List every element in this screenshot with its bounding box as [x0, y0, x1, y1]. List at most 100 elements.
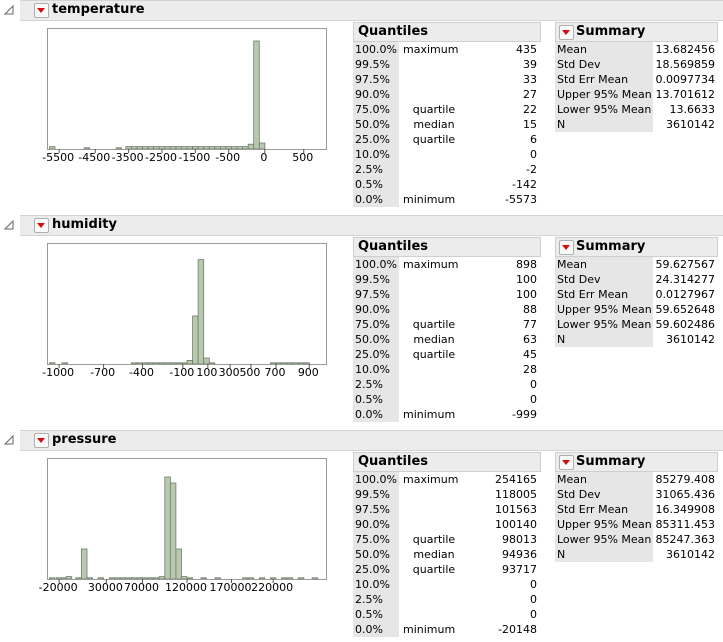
histogram-bar	[303, 362, 310, 364]
quantile-value: -5573	[505, 193, 537, 206]
histogram-bar	[286, 577, 294, 579]
axis-ticks	[58, 364, 310, 368]
histogram-bar	[253, 40, 260, 149]
histogram-bar	[192, 315, 199, 364]
histogram-bar	[175, 548, 182, 579]
summary-stat-name: Mean	[555, 42, 653, 57]
summary-stat-name: Mean	[555, 257, 653, 272]
summary-stat-name: N	[555, 547, 653, 562]
histogram-bar	[208, 362, 216, 364]
red-triangle-menu-icon[interactable]	[559, 240, 574, 255]
quantile-percent: 99.5%	[353, 57, 399, 72]
quantile-row: 97.5% 100	[353, 287, 541, 302]
axis-tick-label: 0	[260, 151, 268, 164]
axis-tick-label: -700	[90, 366, 116, 379]
quantile-value: 435	[516, 43, 537, 56]
histogram-plot	[48, 259, 310, 364]
red-triangle-menu-icon[interactable]	[34, 433, 49, 448]
histogram-bar	[48, 362, 56, 364]
histogram-bar	[81, 548, 88, 579]
quantile-row: 10.0% 0	[353, 577, 541, 592]
quantile-value: 27	[523, 88, 537, 101]
quantile-percent: 90.0%	[353, 517, 399, 532]
summary-stat-name: N	[555, 117, 653, 132]
axis-tick-label: -3500	[111, 151, 144, 164]
summary-row: Upper 95% Mean 59.652648	[555, 302, 718, 317]
axis-tick-label: 220000	[251, 581, 294, 594]
section-title: humidity	[52, 217, 117, 232]
quantiles-header[interactable]: Quantiles	[353, 237, 541, 257]
summary-row: Upper 95% Mean 85311.453	[555, 517, 718, 532]
summary-stat-value: 59.602486	[655, 318, 716, 331]
summary-stat-value: 18.569859	[655, 58, 716, 71]
quantile-name: median	[413, 548, 455, 561]
quantile-value: 45	[523, 348, 537, 361]
quantile-percent: 90.0%	[353, 87, 399, 102]
quantile-row: 99.5% 118005	[353, 487, 541, 502]
quantile-name: median	[413, 118, 455, 131]
histogram-bar	[269, 577, 277, 579]
quantile-value: 88	[523, 303, 537, 316]
quantile-percent: 50.0%	[353, 547, 399, 562]
red-triangle-menu-icon[interactable]	[34, 218, 49, 233]
quantile-value: 63	[523, 333, 537, 346]
quantiles-header[interactable]: Quantiles	[353, 452, 541, 472]
red-triangle-menu-icon[interactable]	[559, 25, 574, 40]
quantile-row: 97.5% 33	[353, 72, 541, 87]
axis-tick-label: -4500	[78, 151, 111, 164]
histogram-bar	[203, 357, 210, 364]
axis-tick-label: -400	[129, 366, 154, 379]
disclosure-triangle-icon[interactable]	[3, 434, 15, 446]
red-triangle-menu-icon[interactable]	[559, 455, 574, 470]
section-title: temperature	[52, 2, 145, 17]
quantile-value: -999	[512, 408, 537, 421]
section-header[interactable]: humidity	[3, 215, 723, 236]
summary-row: Upper 95% Mean 13.701612	[555, 87, 718, 102]
quantile-value: 94936	[502, 548, 537, 561]
histogram-bar	[258, 577, 266, 579]
disclosure-triangle-icon[interactable]	[3, 4, 15, 16]
quantile-percent: 0.5%	[353, 607, 399, 622]
axis-tick-label: 900	[297, 366, 319, 379]
quantile-percent: 97.5%	[353, 502, 399, 517]
quantile-percent: 0.0%	[353, 407, 399, 422]
histogram-bar	[200, 577, 207, 579]
summary-header[interactable]: Summary Statistics	[555, 452, 718, 487]
histogram-bar	[48, 577, 56, 579]
quantile-row: 90.0% 100140	[353, 517, 541, 532]
summary-row: N 3610142	[555, 332, 718, 347]
axis-tick-label: 500	[239, 366, 261, 379]
quantile-value: 15	[523, 118, 537, 131]
quantile-percent: 97.5%	[353, 72, 399, 87]
quantiles-title: Quantiles	[358, 454, 429, 469]
summary-header[interactable]: Summary Statistics	[555, 237, 718, 272]
section-header[interactable]: temperature	[3, 0, 723, 21]
axis-tick-label: 170000	[209, 581, 252, 594]
quantiles-header[interactable]: Quantiles	[353, 22, 541, 42]
quantile-value: -20148	[498, 623, 537, 636]
summary-header[interactable]: Summary Statistics	[555, 22, 718, 57]
disclosure-triangle-icon[interactable]	[3, 219, 15, 231]
quantile-row: 0.0% minimum -999	[353, 407, 541, 422]
histogram	[47, 28, 327, 150]
axis-tick-label: 70000	[124, 581, 160, 594]
quantile-percent: 25.0%	[353, 562, 399, 577]
red-triangle-menu-icon[interactable]	[34, 3, 49, 18]
axis-tick-label: 300	[218, 366, 240, 379]
quantile-percent: 25.0%	[353, 347, 399, 362]
axis-tick-label: 120000	[165, 581, 207, 594]
quantile-row: 100.0% maximum 254165	[353, 472, 541, 487]
axis-tick-label: -500	[215, 151, 241, 164]
axis-ticks	[58, 579, 274, 583]
quantile-value: 0	[530, 593, 537, 606]
section-header[interactable]: pressure	[3, 430, 723, 451]
summary-stat-value: 31065.436	[655, 488, 716, 501]
quantile-value: 254165	[495, 473, 537, 486]
quantile-value: 22	[523, 103, 537, 116]
quantile-percent: 100.0%	[353, 472, 399, 487]
quantile-value: 118005	[495, 488, 537, 501]
histogram-plot	[48, 476, 319, 579]
histogram-bar	[86, 577, 93, 579]
